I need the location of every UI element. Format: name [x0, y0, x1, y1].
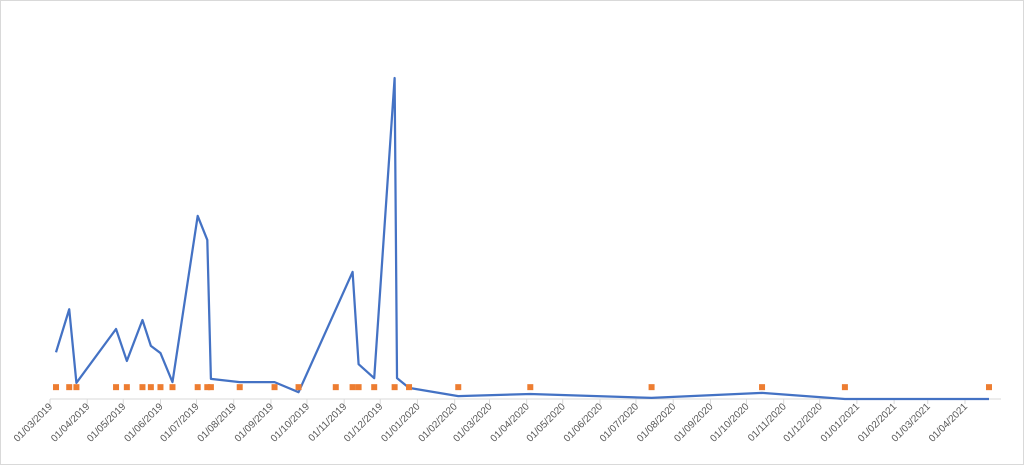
- marker: [194, 384, 201, 391]
- marker: [113, 384, 120, 391]
- marker: [391, 384, 398, 391]
- marker: [648, 384, 655, 391]
- marker: [236, 384, 243, 391]
- marker: [207, 384, 214, 391]
- marker: [169, 384, 176, 391]
- marker: [139, 384, 146, 391]
- marker: [271, 384, 278, 391]
- marker: [759, 384, 766, 391]
- marker: [66, 384, 73, 391]
- marker: [73, 384, 80, 391]
- marker: [371, 384, 378, 391]
- marker: [157, 384, 164, 391]
- marker: [123, 384, 130, 391]
- marker: [985, 384, 992, 391]
- marker: [455, 384, 462, 391]
- marker: [147, 384, 154, 391]
- marker: [406, 384, 413, 391]
- marker: [349, 384, 356, 391]
- marker: [841, 384, 848, 391]
- marker: [295, 384, 302, 391]
- marker: [355, 384, 362, 391]
- marker: [332, 384, 339, 391]
- marker: [53, 384, 60, 391]
- line-series: [54, 76, 989, 401]
- marker: [204, 384, 211, 391]
- marker: [527, 384, 534, 391]
